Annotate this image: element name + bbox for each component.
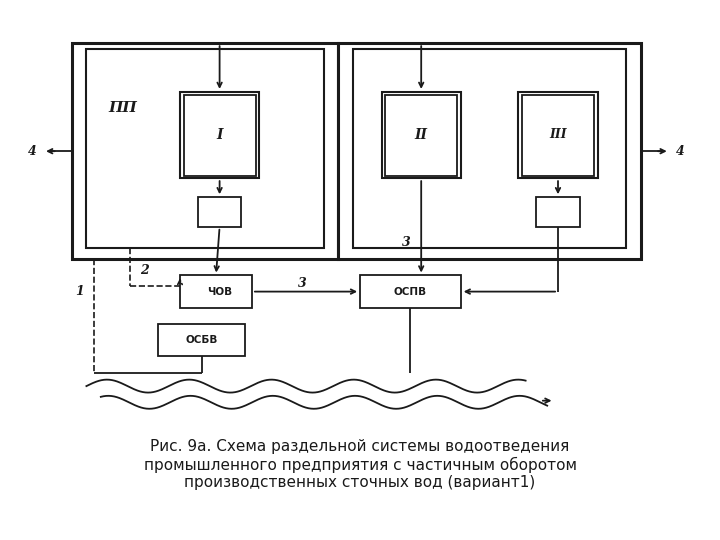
Bar	[536, 197, 580, 227]
Text: ОСПВ: ОСПВ	[394, 287, 427, 296]
Bar	[72, 43, 338, 259]
Bar	[158, 324, 245, 356]
Text: 2: 2	[140, 264, 148, 276]
Bar	[522, 94, 594, 176]
Bar	[385, 94, 457, 176]
Bar	[518, 92, 598, 178]
Text: II: II	[415, 128, 428, 142]
Text: 3: 3	[402, 237, 411, 249]
Bar	[180, 92, 259, 178]
Text: Рис. 9а. Схема раздельной системы водоотведения
промышленного предприятия с част: Рис. 9а. Схема раздельной системы водоот…	[143, 439, 577, 490]
Bar	[86, 49, 324, 248]
Bar	[198, 197, 241, 227]
Bar	[382, 92, 461, 178]
Bar	[360, 275, 461, 308]
Text: 4: 4	[676, 145, 685, 158]
Text: 3: 3	[298, 277, 307, 290]
Text: I: I	[216, 128, 223, 142]
Text: ОСБВ: ОСБВ	[186, 335, 217, 345]
Bar	[184, 94, 256, 176]
Bar	[338, 43, 641, 259]
Text: ПП: ПП	[108, 101, 137, 115]
Text: III: III	[549, 129, 567, 141]
Bar	[353, 49, 626, 248]
Text: ЧОВ: ЧОВ	[207, 287, 232, 296]
Text: 4: 4	[28, 145, 37, 158]
Text: 1: 1	[75, 285, 84, 298]
Bar	[180, 275, 252, 308]
